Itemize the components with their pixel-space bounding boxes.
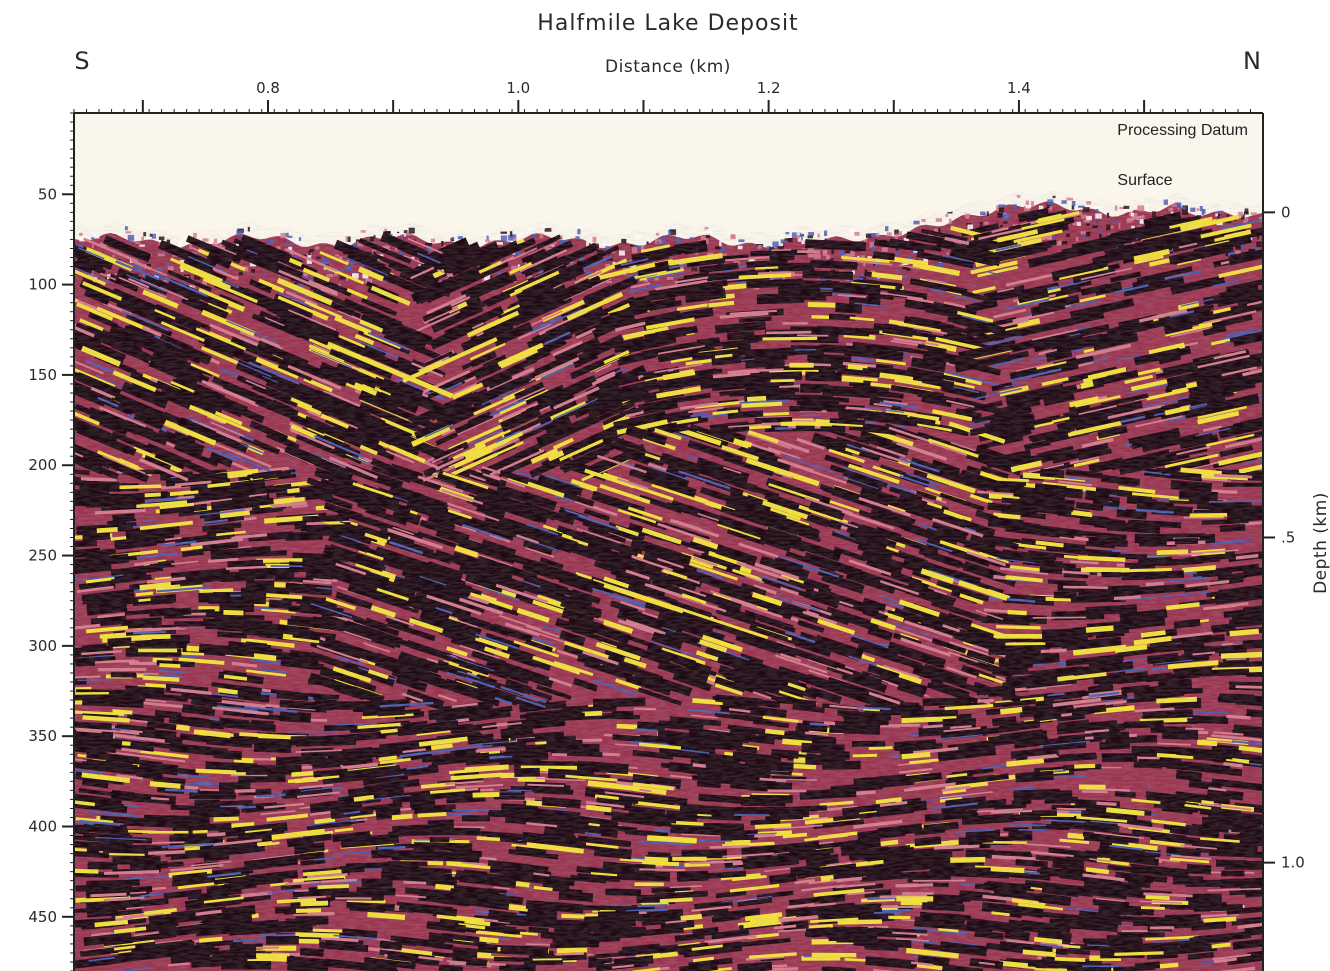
direction-left-label: S	[74, 47, 89, 75]
seismic-data-section	[74, 113, 1263, 971]
chart-title: Halfmile Lake Deposit	[537, 11, 798, 36]
x-axis-label: Distance (km)	[605, 57, 731, 77]
y2-axis-label: Depth (km)	[1311, 492, 1330, 594]
direction-right-label: N	[1243, 47, 1261, 75]
